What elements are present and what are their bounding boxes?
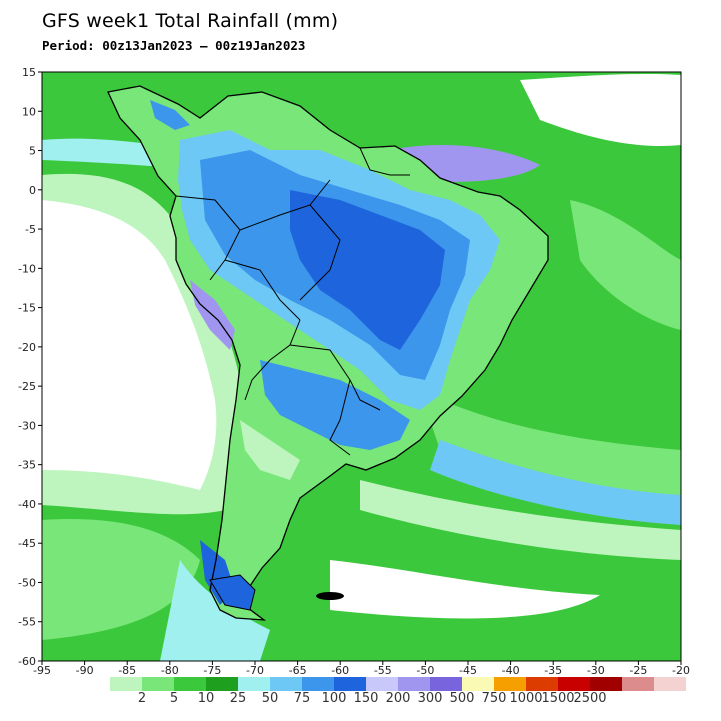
lon-tick-label: -40 [502,664,520,677]
map-title: GFS week1 Total Rainfall (mm) [42,10,339,32]
lat-tick-label: -30 [18,419,36,432]
central-america-rain [150,100,190,130]
lat-tick-label: -10 [18,262,36,275]
rainfall-field [42,72,681,661]
latitude-axis: 15 10 5 0 -5 -10 -15 -20 -25 -30 -35 -40 -45 -50 -55 -6… [18,66,42,668]
color-legend [110,677,686,691]
legend-swatch [462,677,494,691]
lon-tick-label: -35 [544,664,562,677]
period-subtitle: Period: 00z13Jan2023 – 00z19Jan2023 [42,38,306,53]
legend-label: 200 [385,691,411,706]
atlantic-dry-patch [330,560,600,619]
legend-swatch [110,677,142,691]
legend-label: 150 [353,691,379,706]
legend-swatch [238,677,270,691]
country-borders [175,147,410,456]
lon-tick-label: -90 [76,664,94,677]
legend-swatch [526,677,558,691]
lon-tick-label: -45 [459,664,477,677]
coastline [107,85,549,621]
legend-swatch [590,677,622,691]
atlantic-band-2 [430,440,681,525]
plot-frame [41,71,682,662]
legend-swatch [398,677,430,691]
legend-label: 25 [229,691,247,706]
legend-label: 75 [293,691,311,706]
legend-swatch [494,677,526,691]
legend-label: 300 [417,691,443,706]
lat-tick-label: -55 [18,616,36,629]
lon-tick-label: -60 [331,664,349,677]
legend-label: 1500 [541,691,575,706]
lat-tick-label: -5 [25,223,36,236]
legend-swatch [622,677,654,691]
legend-swatch [302,677,334,691]
legend-label: 2500 [573,691,607,706]
lon-tick-label: -30 [587,664,605,677]
lat-tick-label: 5 [29,145,36,158]
legend-swatch [430,677,462,691]
lon-tick-label: -80 [161,664,179,677]
lat-tick-label: 10 [22,105,36,118]
legend-label: 500 [449,691,475,706]
lat-tick-label: -15 [18,302,36,315]
lat-tick-label: 0 [29,184,36,197]
legend-swatch [334,677,366,691]
lat-tick-label: -25 [18,380,36,393]
legend-swatch [366,677,398,691]
lon-tick-label: -65 [289,664,307,677]
legend-label: 5 [169,691,179,706]
lon-tick-label: -95 [33,664,51,677]
lat-tick-label: -50 [18,576,36,589]
legend-label: 100 [321,691,347,706]
longitude-axis: -95 -90 -85 -80 -75 -70 -65 -60 -55 -50 -45 -40 -35 -… [33,661,690,677]
legend-swatch [270,677,302,691]
legend-swatch [206,677,238,691]
lon-tick-label: -20 [672,664,690,677]
lat-tick-label: 15 [22,66,36,79]
legend-label: 50 [261,691,279,706]
lon-tick-label: -75 [203,664,221,677]
lon-tick-label: -55 [374,664,392,677]
legend-label: 2 [137,691,147,706]
legend-swatch [142,677,174,691]
lon-tick-label: -25 [629,664,647,677]
lat-tick-label: -35 [18,459,36,472]
legend-swatch [558,677,590,691]
lat-tick-label: -20 [18,341,36,354]
north-atlantic-dry [520,73,681,146]
drake-passage-rain [160,560,270,661]
south-brazil-rain [260,360,410,450]
pacific-dry-zone [42,200,217,490]
atlantic-band-1 [420,390,681,500]
rain-core-dark-blue [290,190,445,350]
tropical-atlantic-green [570,200,681,330]
south-pacific-band [42,519,200,640]
lat-tick-label: -60 [18,655,36,668]
islands [209,574,344,611]
legend-swatch [654,677,686,691]
legend-label: 10 [197,691,215,706]
lat-tick-label: -40 [18,498,36,511]
lat-tick-label: -45 [18,537,36,550]
lon-tick-label: -50 [416,664,434,677]
lon-tick-label: -85 [118,664,136,677]
legend-swatch [174,677,206,691]
argentina-light [240,420,300,480]
legend-label: 1000 [509,691,543,706]
atlantic-band-3 [360,480,681,560]
lon-tick-label: -70 [246,664,264,677]
legend-label: 750 [481,691,507,706]
